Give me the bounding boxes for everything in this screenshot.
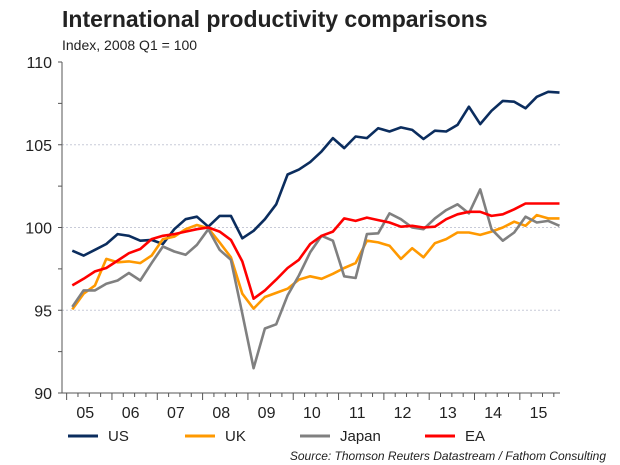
legend-label-japan: Japan (340, 428, 381, 445)
x-tick-label: 12 (394, 405, 412, 422)
y-tick-label: 100 (25, 221, 52, 238)
x-tick-label: 06 (122, 405, 140, 422)
series-line-uk (71, 213, 560, 311)
chart-subtitle: Index, 2008 Q1 = 100 (62, 37, 198, 53)
legend-label-ea: EA (465, 428, 485, 445)
legend-label-us: US (108, 428, 129, 445)
y-tick-label: 110 (26, 55, 52, 72)
y-tick-label: 95 (34, 303, 52, 320)
x-tick-label: 15 (530, 405, 548, 422)
y-tick-label: 105 (25, 138, 52, 155)
x-tick-label: 11 (349, 405, 366, 422)
x-tick-label: 14 (484, 405, 502, 422)
y-tick-label: 90 (34, 386, 52, 403)
legend-label-uk: UK (225, 428, 246, 445)
series-line-japan (71, 188, 561, 370)
x-tick-label: 10 (303, 405, 321, 422)
series-line-ea (71, 202, 560, 301)
x-tick-label: 05 (76, 405, 94, 422)
x-tick-label: 07 (167, 405, 185, 422)
source-note: Source: Thomson Reuters Datastream / Fat… (289, 449, 606, 463)
chart-title: International productivity comparisons (62, 6, 488, 32)
x-tick-label: 08 (212, 405, 230, 422)
series-line-us (71, 90, 560, 257)
x-tick-label: 13 (439, 405, 457, 422)
x-tick-label: 09 (258, 405, 276, 422)
